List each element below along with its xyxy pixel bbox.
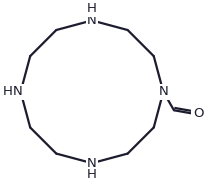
- Text: N: N: [87, 157, 97, 170]
- Text: N: N: [13, 85, 23, 98]
- Text: O: O: [193, 107, 204, 120]
- Text: H: H: [87, 2, 97, 16]
- Text: N: N: [158, 85, 168, 98]
- Text: H: H: [2, 85, 12, 98]
- Text: N: N: [87, 14, 97, 27]
- Text: H: H: [87, 168, 97, 181]
